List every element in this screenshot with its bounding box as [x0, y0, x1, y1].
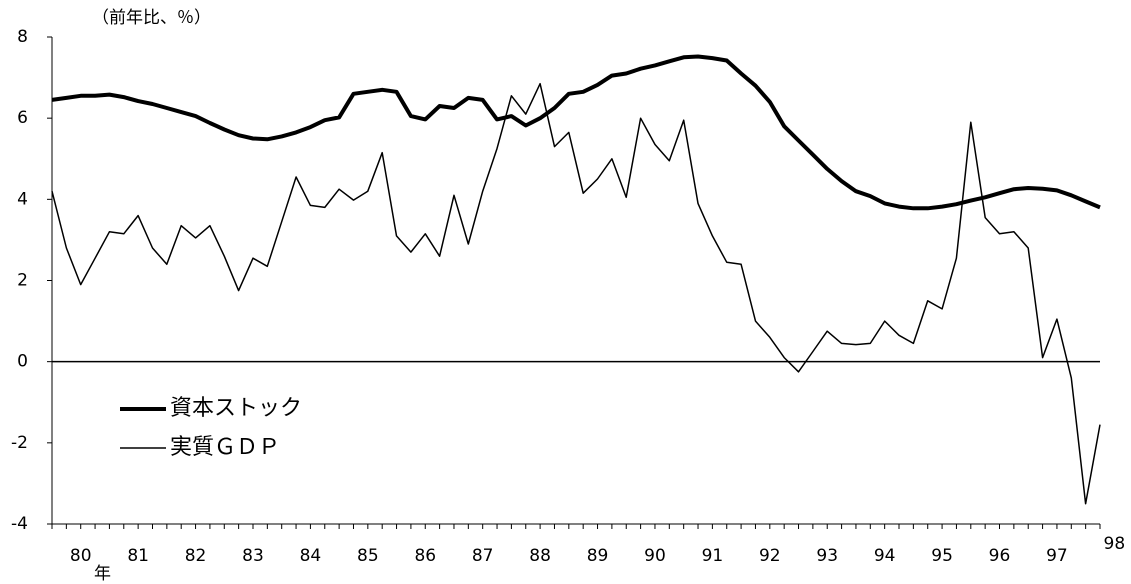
series-line — [51, 82, 1101, 505]
x-tick-label: 85 — [357, 546, 379, 566]
year-annotation: 年 — [94, 564, 111, 584]
unit-annotation: （前年比、％） — [92, 8, 211, 28]
legend-label: 実質ＧＤＰ — [170, 435, 280, 460]
x-tick-label: 80 — [70, 546, 92, 566]
y-tick-label: 2 — [17, 271, 28, 291]
x-tick-label: 91 — [702, 546, 724, 566]
x-tick-label: 89 — [587, 546, 609, 566]
y-tick-label: -2 — [11, 433, 28, 453]
x-tick-label: 81 — [127, 546, 149, 566]
x-tick-label: 96 — [989, 546, 1011, 566]
x-tick-label: 86 — [414, 546, 436, 566]
x-tick-label: 83 — [242, 546, 264, 566]
y-tick-label: 8 — [17, 27, 28, 47]
y-tick-label: 6 — [17, 108, 28, 128]
y-tick-label: -4 — [11, 514, 28, 534]
x-tick-label: 93 — [816, 546, 838, 566]
x-tick-label: 84 — [300, 546, 322, 566]
x-tick-label: 87 — [472, 546, 494, 566]
y-tick-label: 0 — [17, 352, 28, 372]
x-tick-label: 98 — [1104, 534, 1126, 554]
x-tick-label: 97 — [1046, 546, 1068, 566]
x-tick-label: 88 — [529, 546, 551, 566]
x-tick-label: 90 — [644, 546, 666, 566]
x-tick-label: 82 — [185, 546, 207, 566]
x-tick-label: 94 — [874, 546, 896, 566]
y-tick-label: 4 — [17, 189, 28, 209]
x-tick-label: 92 — [759, 546, 781, 566]
legend-label: 資本ストック — [170, 396, 302, 421]
series-line — [51, 54, 1101, 211]
x-tick-label: 95 — [931, 546, 953, 566]
